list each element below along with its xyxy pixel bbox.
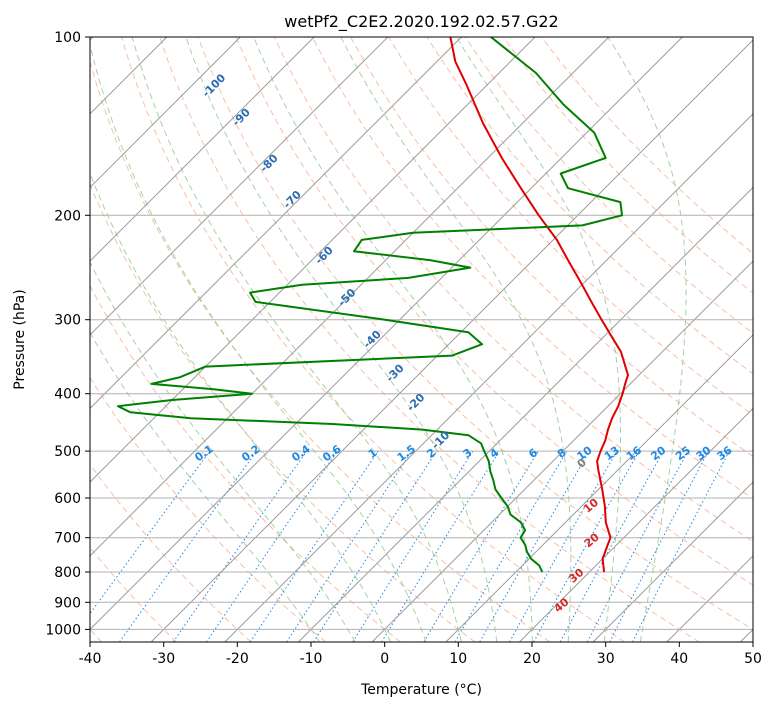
mixing-ratio-line bbox=[533, 450, 640, 642]
moist-adiabat bbox=[131, 37, 462, 642]
dry-adiabat bbox=[90, 60, 551, 642]
isotherm-line bbox=[90, 37, 610, 557]
y-tick-label: 1000 bbox=[45, 622, 81, 638]
y-tick-label: 400 bbox=[54, 387, 81, 403]
isotherm-line bbox=[224, 113, 753, 642]
dry-adiabat bbox=[502, 37, 753, 294]
temperature-line bbox=[449, 37, 629, 573]
plot-background bbox=[90, 37, 753, 642]
isotherm-line bbox=[150, 39, 753, 642]
mixing-ratio-line bbox=[509, 450, 618, 642]
mixing-ratio-line bbox=[381, 450, 500, 642]
mixing-ratio-line bbox=[172, 450, 308, 642]
dry-adiabat bbox=[159, 37, 700, 642]
x-tick-label: -10 bbox=[300, 651, 323, 667]
x-tick-label: 50 bbox=[744, 651, 762, 667]
chart-title: wetPf2_C2E2.2020.192.02.57.G22 bbox=[284, 12, 558, 32]
mixing-ratio-line bbox=[119, 450, 258, 642]
x-tick-label: -40 bbox=[79, 651, 102, 667]
mixing-ratio-line bbox=[352, 450, 474, 642]
plot-frame bbox=[89, 36, 754, 643]
dry-adiabat bbox=[235, 37, 753, 586]
isotherm-line bbox=[90, 37, 389, 336]
isotherm-line bbox=[90, 37, 536, 483]
mixing-ratio-line bbox=[286, 450, 413, 642]
x-tick-label: 30 bbox=[597, 651, 615, 667]
moist-adiabat bbox=[90, 260, 356, 642]
y-tick-label: 200 bbox=[54, 208, 81, 224]
isotherm-line bbox=[90, 37, 241, 189]
x-tick-label: -30 bbox=[152, 651, 175, 667]
moist-adiabat bbox=[253, 37, 533, 642]
x-tick-label: 40 bbox=[670, 651, 688, 667]
moist-adiabat bbox=[90, 42, 427, 642]
y-tick-label: 100 bbox=[54, 30, 81, 46]
isotherm-line bbox=[90, 37, 683, 631]
x-tick-label: 10 bbox=[449, 651, 467, 667]
x-axis-label: Temperature (°C) bbox=[360, 682, 482, 698]
x-tick-label: 20 bbox=[523, 651, 541, 667]
y-tick-label: 300 bbox=[54, 313, 81, 329]
y-tick-label: 800 bbox=[54, 565, 81, 581]
isotherm-line bbox=[90, 37, 462, 410]
dry-adiabat bbox=[90, 376, 327, 642]
y-tick-label: 900 bbox=[54, 595, 81, 611]
moist-adiabat bbox=[607, 37, 687, 642]
isotherm-line bbox=[592, 481, 753, 642]
y-tick-label: 600 bbox=[54, 491, 81, 507]
dry-adiabat bbox=[273, 37, 753, 543]
y-tick-label: 700 bbox=[54, 531, 81, 547]
mixing-ratio-line bbox=[249, 450, 379, 642]
profile-lines bbox=[117, 37, 629, 573]
dry-adiabat bbox=[197, 37, 753, 630]
mixing-ratio-line bbox=[205, 450, 338, 642]
isotherm-line bbox=[90, 37, 315, 262]
mixing-ratio-line bbox=[313, 450, 438, 642]
isotherm-line bbox=[519, 407, 753, 642]
mixing-ratio-line bbox=[632, 450, 730, 642]
y-tick-label: 500 bbox=[54, 444, 81, 460]
x-tick-label: 0 bbox=[380, 651, 389, 667]
dry-adiabat bbox=[121, 37, 625, 642]
y-axis-label: Pressure (hPa) bbox=[12, 289, 28, 389]
isotherm-line bbox=[371, 260, 753, 642]
mixing-ratio-line bbox=[90, 450, 211, 615]
axes: -40 -30 -20 -10 0 10 20 30 40 50 1000 900 800 700 600 5… bbox=[45, 30, 762, 667]
moist-adiabat bbox=[90, 172, 392, 642]
pressure-gridlines bbox=[90, 37, 753, 630]
x-tick-label: -20 bbox=[226, 651, 249, 667]
dewpoint-line bbox=[117, 37, 623, 573]
dry-adiabat bbox=[90, 463, 252, 642]
moist-adiabat bbox=[90, 331, 320, 642]
isotherm-line bbox=[445, 334, 753, 642]
dry-adiabat bbox=[311, 37, 753, 500]
background-lines bbox=[90, 37, 753, 642]
isotherm-line bbox=[298, 186, 753, 642]
mixing-ratio-line bbox=[559, 450, 664, 642]
moist-adiabat bbox=[340, 37, 572, 642]
moist-adiabat bbox=[185, 37, 498, 642]
